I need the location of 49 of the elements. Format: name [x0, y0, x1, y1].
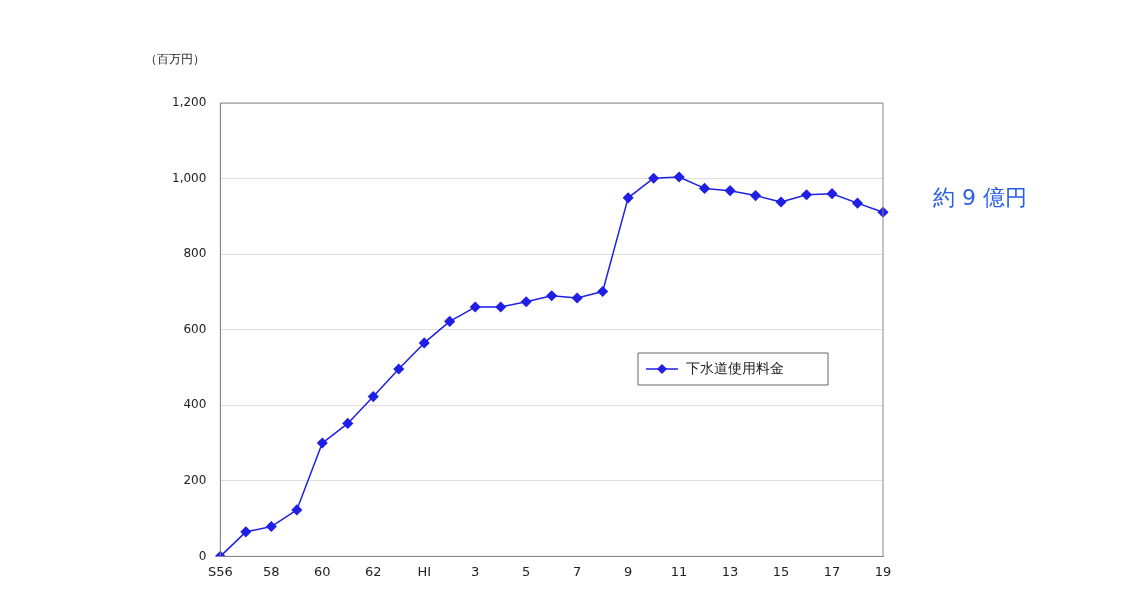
point	[673, 171, 685, 183]
point	[520, 296, 532, 307]
y-tick-label: 1,200	[171, 95, 207, 110]
x-tick-label: 3	[471, 563, 480, 579]
point	[240, 526, 252, 538]
x-tick-label: 11	[670, 563, 688, 579]
point	[266, 521, 277, 532]
x-tick-label: 7	[573, 563, 582, 579]
legend-label: 下水道使用料金	[686, 359, 784, 376]
point	[469, 301, 481, 313]
x-tick-label: 15	[772, 563, 790, 579]
x-tick-label: 9	[624, 563, 633, 579]
text: 約 9 億円	[933, 185, 1027, 210]
point	[368, 391, 379, 402]
x-tick-label: HI	[417, 563, 432, 579]
point	[495, 301, 506, 313]
x-tick-label: S56	[207, 563, 233, 579]
y-tick-label: 200	[183, 472, 207, 487]
point	[571, 292, 583, 304]
point	[775, 196, 787, 208]
x-tick-label: 62	[365, 563, 382, 579]
y-tick-label: 800	[183, 246, 207, 261]
x-tick-label: 19	[874, 563, 892, 579]
x-tick-label: 13	[721, 563, 739, 579]
point	[597, 286, 608, 297]
y-tick-label: 0	[198, 548, 207, 563]
point	[750, 190, 761, 201]
x-tick-label: 60	[314, 563, 331, 579]
y-tick-label: 600	[183, 321, 207, 336]
y-tick-label: 400	[183, 397, 207, 412]
point	[852, 197, 863, 209]
x-tick-label: 58	[263, 563, 280, 579]
point	[622, 192, 634, 204]
x-tick-label: 17	[823, 563, 841, 579]
point	[393, 363, 405, 375]
point	[648, 172, 659, 184]
x-tick-label: 5	[522, 563, 531, 579]
point	[342, 418, 354, 429]
point	[724, 185, 736, 196]
y-axis-title: （百万円）	[145, 52, 206, 66]
point	[801, 189, 812, 201]
point	[444, 316, 455, 327]
point	[546, 290, 557, 301]
point	[419, 337, 430, 349]
point	[699, 183, 710, 194]
point	[317, 437, 328, 449]
point	[826, 188, 838, 199]
y-tick-label: 1,000	[171, 170, 207, 185]
point	[291, 504, 303, 516]
